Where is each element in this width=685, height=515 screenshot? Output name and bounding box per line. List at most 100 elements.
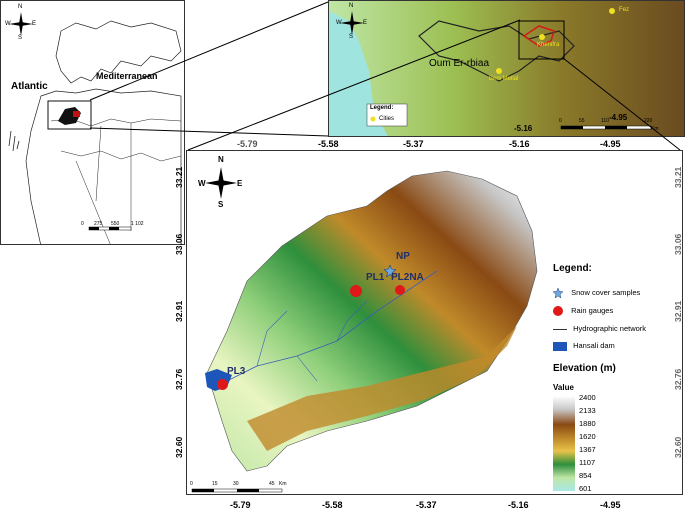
red-circle-icon	[553, 306, 563, 317]
station-np-label: NP	[396, 251, 410, 262]
compass-s: S	[18, 35, 23, 41]
regional-scale-unit: Km	[651, 126, 659, 132]
lat-left-5: 32.60	[174, 436, 184, 458]
regional-terrain	[329, 1, 684, 136]
world-inset-map: N S W E Atlantic Mediterranean 0 275 550…	[0, 0, 185, 245]
station-pl1-label: PL1	[366, 272, 385, 283]
compass-e: E	[363, 20, 368, 26]
regional-lon-tick-1: -5.16	[514, 124, 533, 133]
regional-inset-map: N S W E Fez Khenifra Beni Mellal Oum Er-…	[328, 0, 685, 137]
compass-n: N	[18, 4, 23, 10]
lon-top-3: -5.37	[403, 139, 424, 149]
legend-row-dam: Hansali dam	[553, 341, 615, 351]
lat-right-3: 32.91	[673, 300, 683, 322]
elev-854: 854	[579, 471, 592, 480]
station-pl1-marker	[350, 285, 362, 297]
lat-left-2: 33.06	[174, 233, 184, 255]
regional-legend-cities: Cities	[379, 116, 395, 122]
station-pl2na-marker	[395, 285, 405, 295]
elevation-colorbar	[553, 396, 575, 491]
lat-right-2: 33.06	[673, 233, 683, 255]
compass-rose-icon: N S W E	[336, 3, 368, 41]
place-beni-mellal: Beni Mellal	[489, 76, 519, 82]
lon-bottom-3: -5.37	[416, 500, 437, 510]
elev-2133: 2133	[579, 406, 596, 415]
lon-top-2: -5.58	[318, 139, 339, 149]
regional-scale-2: 110	[601, 118, 609, 124]
main-scale-1: 15	[212, 481, 218, 487]
elev-1367: 1367	[579, 445, 596, 454]
station-pl3-label: PL3	[227, 366, 246, 377]
elevation-title: Elevation (m)	[553, 363, 616, 374]
elev-1620: 1620	[579, 432, 596, 441]
line-icon	[553, 328, 567, 330]
lat-left-1: 33.21	[174, 166, 184, 188]
elev-601: 601	[579, 484, 592, 493]
place-fez: Fez	[619, 7, 630, 13]
lon-top-5: -4.95	[600, 139, 621, 149]
world-scale-1: 275	[94, 221, 103, 227]
lon-bottom-2: -5.58	[322, 500, 343, 510]
legend-rain-label: Rain gauges	[571, 306, 614, 315]
elevation-terrain	[191, 170, 538, 493]
compass-rose-icon: N S W E	[5, 4, 37, 42]
station-pl2na-label: PL2NA	[391, 272, 424, 283]
lon-top-1: -5.79	[237, 139, 258, 149]
star-icon	[383, 264, 397, 278]
main-scale-3: 45	[269, 481, 275, 487]
legend-row-hydro: Hydrographic network	[553, 324, 646, 333]
regional-scale-0: 0	[559, 118, 562, 124]
lat-left-4: 32.76	[174, 368, 184, 390]
mediterranean-label: Mediterranean	[96, 71, 158, 81]
world-scale-0: 0	[81, 221, 84, 227]
lat-right-5: 32.60	[673, 436, 683, 458]
compass-s: S	[349, 34, 354, 40]
lon-bottom-4: -5.16	[508, 500, 529, 510]
compass-n: N	[349, 3, 354, 9]
world-scale-2: 550	[111, 221, 120, 227]
lat-left-3: 32.91	[174, 300, 184, 322]
lat-right-4: 32.76	[673, 368, 683, 390]
legend-title: Legend:	[553, 263, 592, 274]
main-scale-0: 0	[190, 481, 193, 487]
regional-scale-1: 55	[579, 118, 585, 124]
station-pl3-marker	[217, 379, 228, 390]
lat-right-1: 33.21	[673, 166, 683, 188]
world-outline	[8, 20, 182, 244]
compass-w: W	[336, 20, 342, 26]
main-map-frame: N S W E NP PL1 PL2NA PL3 0 15 30 45 Km L…	[186, 150, 683, 495]
lon-top-4: -5.16	[509, 139, 530, 149]
station-np-marker	[383, 264, 397, 282]
compass-s: S	[218, 200, 224, 209]
basin-label: Oum Er-rbiaa	[429, 58, 490, 69]
regional-legend-title: Legend:	[370, 105, 394, 111]
star-icon	[552, 287, 564, 299]
lon-bottom-5: -4.95	[600, 500, 621, 510]
world-scale-3: 1 102	[131, 221, 144, 227]
legend-hydro-label: Hydrographic network	[573, 324, 647, 333]
legend-row-snow: Snow cover samples	[552, 287, 641, 299]
compass-n: N	[218, 155, 224, 164]
elev-2400: 2400	[579, 393, 596, 402]
legend-snow-label: Snow cover samples	[571, 288, 641, 297]
regional-scale-3: 220	[644, 118, 653, 124]
legend-dam-label: Hansali dam	[573, 341, 615, 350]
blue-rect-icon	[553, 341, 567, 351]
compass-w: W	[5, 21, 11, 27]
map-legend: Legend: Snow cover samples Rain gauges H…	[552, 263, 682, 493]
compass-w: W	[198, 179, 206, 188]
compass-e: E	[237, 179, 243, 188]
compass-rose-icon: N S W E	[198, 155, 243, 209]
main-scale-2: 30	[233, 481, 239, 487]
regional-lon-tick-2: -4.95	[609, 113, 628, 122]
elev-1880: 1880	[579, 419, 596, 428]
compass-e: E	[32, 21, 37, 27]
atlantic-label: Atlantic	[11, 81, 48, 92]
elev-1107: 1107	[579, 458, 596, 467]
main-scale-unit: Km	[279, 481, 287, 487]
place-khenifra: Khenifra	[537, 42, 560, 48]
value-label: Value	[553, 383, 574, 392]
lon-bottom-1: -5.79	[230, 500, 251, 510]
legend-row-rain: Rain gauges	[553, 306, 614, 317]
